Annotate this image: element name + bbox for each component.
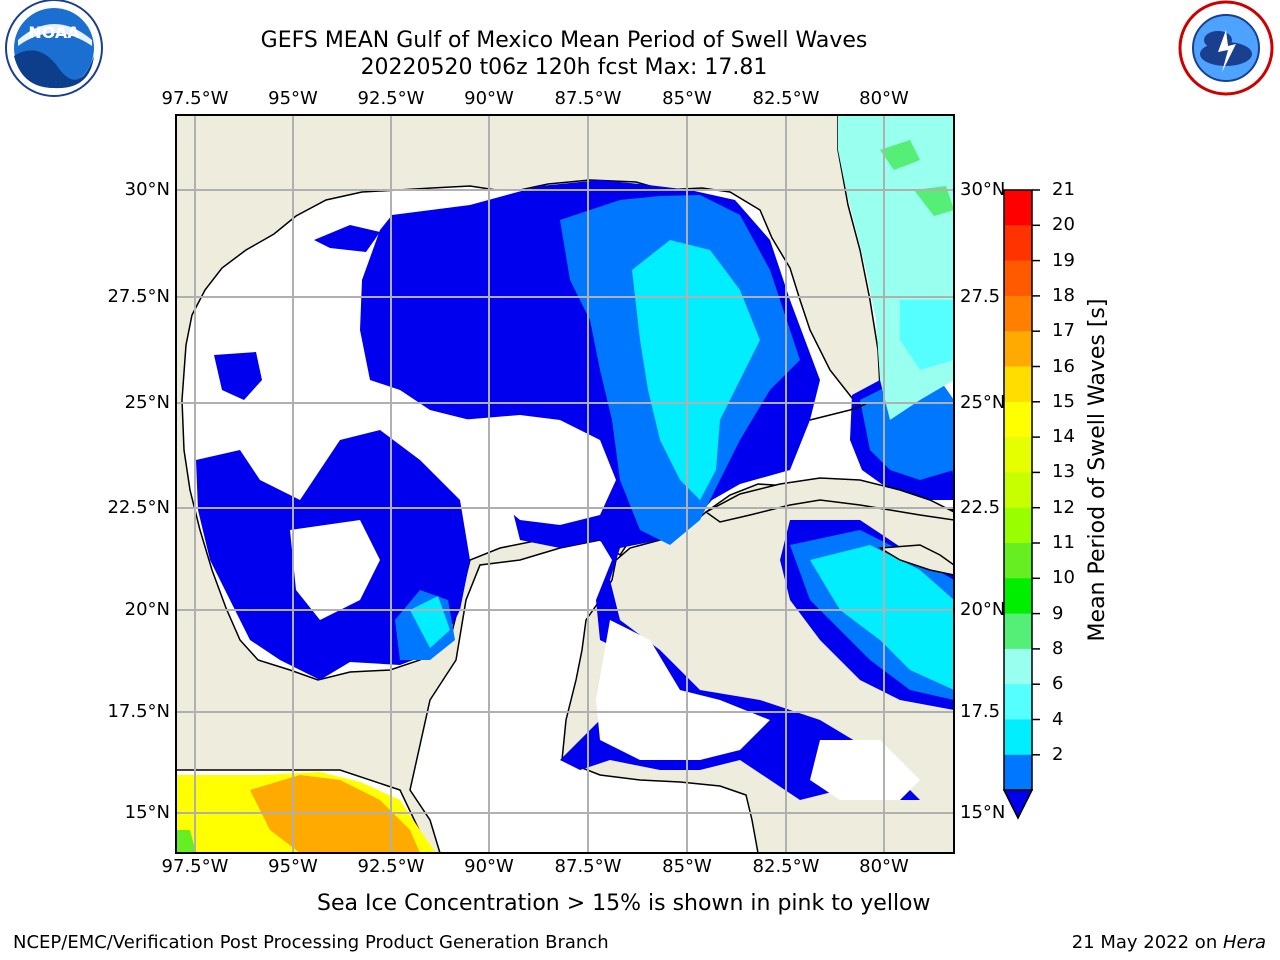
- colorbar-segment: [1004, 507, 1032, 544]
- lat-label-right: 27.5: [960, 286, 1001, 307]
- colorbar-tick-label: 6: [1052, 673, 1064, 695]
- jamaica-island: [877, 544, 954, 576]
- colorbar-tick-label: 9: [1052, 602, 1064, 624]
- lat-label-left: 30°N: [124, 179, 170, 200]
- noaa-logo-icon: NOAA: [5, 0, 103, 97]
- colorbar-segment: [1004, 366, 1032, 403]
- calm-zone: [290, 520, 380, 620]
- lon-label-top: 92.5°W: [357, 88, 425, 109]
- lat-label-right: 30°N: [960, 179, 1006, 200]
- colorbar-tick-label: 19: [1052, 249, 1075, 271]
- lat-label-left: 20°N: [124, 599, 170, 620]
- colorbar-segment: [1004, 190, 1032, 226]
- colorbar-segment: [1004, 754, 1032, 791]
- colorbar-segment: [1004, 331, 1032, 367]
- lon-label-bottom: 97.5°W: [161, 856, 229, 877]
- swell-zone-cyan: [900, 300, 954, 370]
- lon-label-top: 97.5°W: [161, 88, 229, 109]
- footer-date: 21 May 2022 on Hera: [1072, 932, 1266, 954]
- map-frame: [175, 114, 955, 854]
- lat-label-left: 27.5°N: [107, 286, 170, 307]
- lat-label-left: 22.5°N: [107, 497, 170, 518]
- calm-zone: [596, 620, 770, 760]
- cuba-island: [704, 477, 954, 523]
- lon-label-top: 87.5°W: [554, 88, 622, 109]
- pacific-swell-green: [176, 830, 196, 853]
- footer-credit: NCEP/EMC/Verification Post Processing Pr…: [13, 932, 609, 953]
- swell-zone-cyan: [810, 545, 954, 690]
- colorbar-tick-label: 20: [1052, 214, 1075, 236]
- colorbar-label: Mean Period of Swell Waves [s]: [1085, 298, 1110, 642]
- map-title: GEFS MEAN Gulf of Mexico Mean Period of …: [260, 28, 868, 53]
- swell-zone-green: [914, 186, 954, 216]
- colorbar: [1002, 189, 1040, 820]
- colorbar-extend-arrow: [1002, 789, 1034, 820]
- swell-zone-blue: [314, 225, 380, 252]
- colorbar-frame: [1003, 189, 1033, 791]
- colorbar-segment: [1004, 648, 1032, 685]
- colorbar-segment: [1004, 295, 1032, 332]
- colorbar-tick-label: 21: [1052, 179, 1075, 200]
- colorbar-segment: [1004, 225, 1032, 262]
- colorbar-tick-label: 11: [1052, 532, 1075, 553]
- lon-label-bottom: 85°W: [662, 856, 712, 877]
- colorbar-tick-label: 12: [1052, 496, 1075, 518]
- calm-zone: [810, 740, 920, 800]
- lat-label-right: 15°N: [960, 802, 1006, 823]
- lon-label-top: 82.5°W: [752, 88, 820, 109]
- colorbar-tick-label: 13: [1052, 461, 1075, 483]
- colorbar-segment: [1004, 437, 1032, 473]
- lon-label-top: 85°W: [662, 88, 712, 109]
- sea-ice-note: Sea Ice Concentration > 15% is shown in …: [317, 891, 931, 916]
- lat-label-right: 20°N: [960, 599, 1006, 620]
- swell-zone-green: [880, 140, 920, 170]
- map-subtitle: 20220520 t06z 120h fcst Max: 17.81: [360, 55, 768, 80]
- lon-label-bottom: 87.5°W: [554, 856, 622, 877]
- colorbar-tick-label: 8: [1052, 637, 1064, 659]
- lat-label-right: 22.5: [960, 497, 1001, 518]
- colorbar-segment: [1004, 719, 1032, 756]
- nws-logo-icon: [1178, 0, 1274, 96]
- colorbar-tick-label: 18: [1052, 284, 1075, 306]
- lon-label-top: 80°W: [859, 88, 909, 109]
- colorbar-tick-label: 15: [1052, 390, 1075, 412]
- svg-text:NOAA: NOAA: [28, 23, 80, 42]
- lon-label-bottom: 80°W: [859, 856, 909, 877]
- calm-zone: [460, 415, 616, 525]
- lon-label-bottom: 95°W: [268, 856, 318, 877]
- swell-zone-cyan: [632, 240, 760, 500]
- lon-label-top: 90°W: [464, 88, 514, 109]
- swell-zone-blue: [214, 352, 262, 400]
- colorbar-segment: [1004, 260, 1032, 297]
- colorbar-segment: [1004, 684, 1032, 720]
- colorbar-tick-label: 2: [1052, 743, 1064, 765]
- lon-label-top: 95°W: [268, 88, 318, 109]
- lat-label-left: 15°N: [124, 802, 170, 823]
- footer-date-text: 21 May 2022 on: [1071, 932, 1223, 953]
- colorbar-tick-label: 17: [1052, 320, 1075, 342]
- lat-label-left: 25°N: [124, 392, 170, 413]
- lon-label-bottom: 92.5°W: [357, 856, 425, 877]
- colorbar-tick-label: 16: [1052, 355, 1075, 377]
- footer-host: Hera: [1222, 932, 1266, 953]
- lat-label-right: 25°N: [960, 392, 1006, 413]
- colorbar-segment: [1004, 543, 1032, 579]
- colorbar-tick-label: 14: [1052, 426, 1075, 448]
- lat-label-left: 17.5°N: [107, 701, 170, 722]
- colorbar-segment: [1004, 613, 1032, 650]
- lat-label-right: 17.5: [960, 701, 1001, 722]
- colorbar-segment: [1004, 578, 1032, 615]
- lon-label-bottom: 82.5°W: [752, 856, 820, 877]
- colorbar-segment: [1004, 472, 1032, 509]
- colorbar-segment: [1004, 401, 1032, 438]
- lon-label-bottom: 90°W: [464, 856, 514, 877]
- colorbar-tick-label: 4: [1052, 708, 1064, 730]
- colorbar-tick-label: 10: [1052, 567, 1075, 589]
- florida-keys: [809, 403, 867, 421]
- map-grid: [176, 115, 954, 853]
